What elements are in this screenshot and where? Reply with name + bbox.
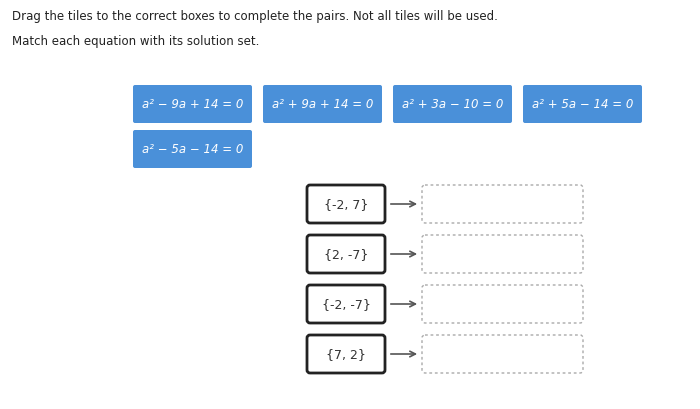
- Text: a² + 3a − 10 = 0: a² + 3a − 10 = 0: [402, 98, 503, 111]
- FancyBboxPatch shape: [523, 86, 642, 124]
- FancyBboxPatch shape: [422, 236, 583, 273]
- Text: Drag the tiles to the correct boxes to complete the pairs. Not all tiles will be: Drag the tiles to the correct boxes to c…: [12, 10, 498, 23]
- FancyBboxPatch shape: [307, 236, 385, 273]
- FancyBboxPatch shape: [422, 285, 583, 323]
- Text: Match each equation with its solution set.: Match each equation with its solution se…: [12, 35, 260, 48]
- FancyBboxPatch shape: [422, 335, 583, 373]
- Text: a² − 5a − 14 = 0: a² − 5a − 14 = 0: [142, 143, 243, 156]
- Text: a² + 9a + 14 = 0: a² + 9a + 14 = 0: [272, 98, 373, 111]
- Text: a² + 5a − 14 = 0: a² + 5a − 14 = 0: [532, 98, 634, 111]
- FancyBboxPatch shape: [307, 186, 385, 223]
- Text: {-2, 7}: {-2, 7}: [324, 198, 368, 211]
- FancyBboxPatch shape: [393, 86, 512, 124]
- FancyBboxPatch shape: [307, 285, 385, 323]
- FancyBboxPatch shape: [263, 86, 382, 124]
- FancyBboxPatch shape: [133, 86, 252, 124]
- FancyBboxPatch shape: [307, 335, 385, 373]
- FancyBboxPatch shape: [133, 131, 252, 169]
- FancyBboxPatch shape: [422, 186, 583, 223]
- Text: {7, 2}: {7, 2}: [326, 348, 366, 361]
- Text: a² − 9a + 14 = 0: a² − 9a + 14 = 0: [142, 98, 243, 111]
- Text: {-2, -7}: {-2, -7}: [321, 298, 370, 311]
- Text: {2, -7}: {2, -7}: [324, 248, 368, 261]
